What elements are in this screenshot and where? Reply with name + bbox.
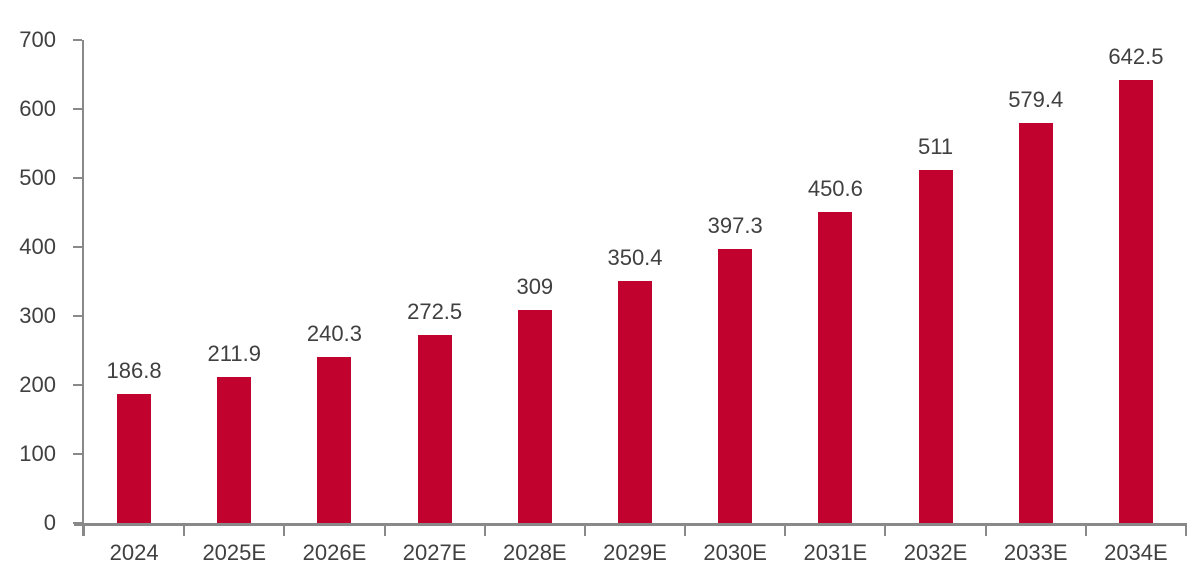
y-axis-tick-label: 300 <box>19 303 56 328</box>
y-axis-line <box>82 40 84 536</box>
bar-value-label: 579.4 <box>1008 87 1064 113</box>
bar-2025E <box>217 376 252 523</box>
x-axis-category-label: 2026E <box>302 540 367 565</box>
y-axis-tick <box>73 177 82 179</box>
bar-2032E <box>918 170 953 523</box>
x-axis-tick <box>884 523 887 536</box>
bar-2031E <box>818 212 853 523</box>
y-axis-tick-label: 400 <box>19 234 56 259</box>
bar-2030E <box>718 248 753 523</box>
bar-2034E <box>1118 79 1153 523</box>
bar-value-label: 240.3 <box>306 321 362 347</box>
bar-value-label: 272.5 <box>407 298 463 324</box>
x-axis-category-label: 2033E <box>1003 540 1068 565</box>
x-axis-tick <box>583 523 586 536</box>
bar-value-label: 211.9 <box>207 340 261 366</box>
x-axis-category-label: 2030E <box>703 540 767 565</box>
y-axis-tick <box>73 522 82 524</box>
y-axis-tick <box>73 453 82 455</box>
x-axis-tick <box>984 523 987 536</box>
x-axis-tick <box>383 523 386 536</box>
x-axis-tick <box>1084 523 1087 536</box>
y-axis-tick-label: 500 <box>19 165 56 190</box>
y-axis-tick <box>73 315 82 317</box>
bar-value-label: 397.3 <box>707 212 763 238</box>
x-axis-tick <box>183 523 186 536</box>
x-axis-tick <box>1185 523 1187 536</box>
bar-value-label: 511 <box>917 134 954 160</box>
y-axis-tick-label: 700 <box>19 27 56 52</box>
bar-value-label: 642.5 <box>1108 43 1164 69</box>
x-axis-category-label: 2024 <box>109 540 159 565</box>
y-axis-tick <box>73 246 82 248</box>
bar-value-label: 450.6 <box>807 176 863 202</box>
x-axis-category-label: 2034E <box>1104 540 1168 565</box>
bar-2024 <box>117 394 152 523</box>
x-axis-tick <box>684 523 687 536</box>
x-axis-category-label: 2029E <box>603 540 667 565</box>
y-axis-tick-label: 200 <box>19 372 56 397</box>
x-axis-category-label: 2031E <box>803 540 868 565</box>
bar-value-label: 309 <box>516 273 554 299</box>
x-axis-tick <box>483 523 486 536</box>
x-axis-line <box>74 523 1186 526</box>
bar-2026E <box>317 357 352 523</box>
y-axis-tick <box>73 384 82 386</box>
bar-2029E <box>618 281 652 523</box>
x-axis-category-label: 2025E <box>202 540 267 565</box>
x-axis-category-label: 2027E <box>402 540 467 565</box>
x-axis-category-label: 2028E <box>502 540 567 565</box>
y-axis-tick-label: 600 <box>19 96 56 121</box>
y-axis-tick <box>73 108 82 110</box>
bar-value-label: 350.4 <box>607 245 663 271</box>
bar-2028E <box>517 309 552 523</box>
x-axis-tick <box>784 523 787 536</box>
y-axis-tick-label: 100 <box>19 441 56 466</box>
x-axis-tick <box>283 523 286 536</box>
y-axis-tick <box>73 39 82 41</box>
x-axis-tick <box>83 523 85 536</box>
bar-value-label: 186.8 <box>106 358 162 384</box>
bar-2027E <box>417 334 452 523</box>
x-axis-category-label: 2032E <box>903 540 968 565</box>
bar-2033E <box>1018 123 1053 523</box>
y-axis-tick-label: 0 <box>43 510 56 535</box>
